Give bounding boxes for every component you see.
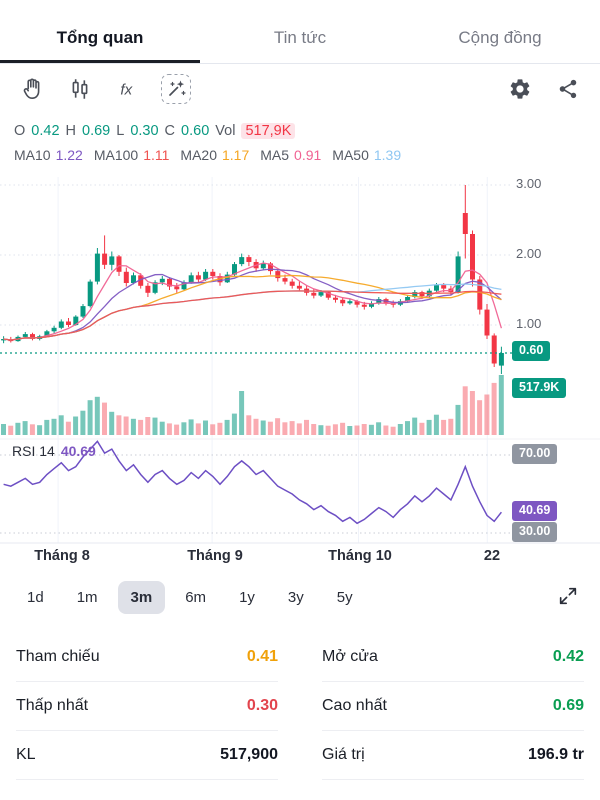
volume-axis-badge: 517.9K	[512, 378, 567, 398]
ma5-legend-item: MA5 0.91	[260, 147, 322, 163]
x-axis-label-day22: 22	[483, 548, 501, 564]
rsi-value-badge: 40.69	[512, 501, 558, 521]
top-tab-bar: Tổng quan Tin tức Cộng đồng	[0, 0, 600, 64]
fullscreen-chart-button[interactable]	[550, 579, 586, 615]
close-value: 0.60	[181, 122, 210, 139]
rsi-lower-band-badge: 30.00	[512, 522, 558, 542]
ma20-legend-item: MA20 1.17	[180, 147, 250, 163]
stat-row-open: Mở cửa 0.42	[322, 633, 584, 682]
ma100-legend-item: MA100 1.11	[93, 147, 170, 163]
stats-table: Tham chiếu 0.41 Thấp nhất 0.30 KL 517,90…	[0, 625, 600, 780]
range-3m-button[interactable]: 3m	[117, 580, 166, 614]
low-label: L	[116, 122, 125, 139]
range-6m-button[interactable]: 6m	[172, 581, 219, 614]
share-icon	[557, 78, 579, 103]
indicator-function-button[interactable]: fx	[110, 72, 146, 108]
chart-canvas[interactable]	[0, 167, 600, 569]
high-label: H	[65, 122, 76, 139]
x-axis-label-month8: Tháng 8	[34, 548, 90, 564]
tab-tin-tuc[interactable]: Tin tức	[273, 28, 327, 47]
svg-text:fx: fx	[120, 81, 133, 98]
stat-row-volume: KL 517,900	[16, 731, 278, 780]
price-volume-rsi-chart[interactable]: 3.00 2.00 1.00 0.60 517.9K 70.00 40.69 3…	[0, 167, 600, 569]
range-5y-button[interactable]: 5y	[324, 581, 366, 614]
stats-right-column: Mở cửa 0.42 Cao nhất 0.69 Giá trị 196.9 …	[322, 633, 584, 780]
chart-toolbar: fx	[0, 64, 600, 116]
open-label: O	[14, 122, 26, 139]
hand-pan-icon	[19, 76, 45, 105]
low-value: 0.30	[130, 122, 159, 139]
magic-wand-tool-button[interactable]	[158, 72, 194, 108]
volume-value: 517,9K	[241, 122, 296, 139]
range-1y-button[interactable]: 1y	[226, 581, 268, 614]
stat-row-reference: Tham chiếu 0.41	[16, 633, 278, 682]
settings-button[interactable]	[502, 72, 538, 108]
price-axis-tick-3: 3.00	[516, 176, 542, 191]
chart-legend: O 0.42 H 0.69 L 0.30 C 0.60 Vol 517,9K M…	[0, 116, 600, 167]
range-1m-button[interactable]: 1m	[64, 581, 111, 614]
range-1d-button[interactable]: 1d	[14, 581, 57, 614]
tab-tong-quan[interactable]: Tổng quan	[0, 18, 200, 63]
price-axis-tick-1: 1.00	[516, 316, 542, 331]
high-value: 0.69	[82, 122, 111, 139]
price-axis-tick-2: 2.00	[516, 246, 542, 261]
candlestick-icon	[67, 76, 93, 105]
share-button[interactable]	[550, 72, 586, 108]
time-range-selector: 1d 1m 3m 6m 1y 3y 5y	[0, 569, 600, 625]
magic-wand-icon	[160, 73, 192, 108]
volume-label: Vol	[215, 122, 236, 139]
stat-row-value: Giá trị 196.9 tr	[322, 731, 584, 780]
stat-row-highest: Cao nhất 0.69	[322, 682, 584, 731]
close-label: C	[164, 122, 176, 139]
rsi-upper-band-badge: 70.00	[512, 444, 558, 464]
expand-icon	[557, 585, 579, 610]
candlestick-style-button[interactable]	[62, 72, 98, 108]
fx-icon: fx	[115, 76, 141, 105]
stat-row-lowest: Thấp nhất 0.30	[16, 682, 278, 731]
rsi-indicator-label: RSI 14 40.69	[12, 443, 96, 459]
tab-cong-dong[interactable]: Cộng đồng	[458, 28, 542, 47]
stats-left-column: Tham chiếu 0.41 Thấp nhất 0.30 KL 517,90…	[16, 633, 278, 780]
ma10-legend-item: MA10 1.22	[14, 147, 83, 163]
ohlc-readout: O 0.42 H 0.69 L 0.30 C 0.60 Vol 517,9K	[14, 118, 586, 143]
last-price-badge: 0.60	[512, 341, 551, 361]
x-axis-label-month9: Tháng 9	[187, 548, 243, 564]
ma50-legend-item: MA50 1.39	[332, 147, 402, 163]
range-3y-button[interactable]: 3y	[275, 581, 317, 614]
ma-legend: MA10 1.22 MA100 1.11 MA20 1.17 MA5 0.91 …	[14, 143, 586, 167]
x-axis-label-month10: Tháng 10	[328, 548, 392, 564]
open-value: 0.42	[31, 122, 60, 139]
gear-icon	[508, 77, 532, 104]
pan-tool-button[interactable]	[14, 72, 50, 108]
